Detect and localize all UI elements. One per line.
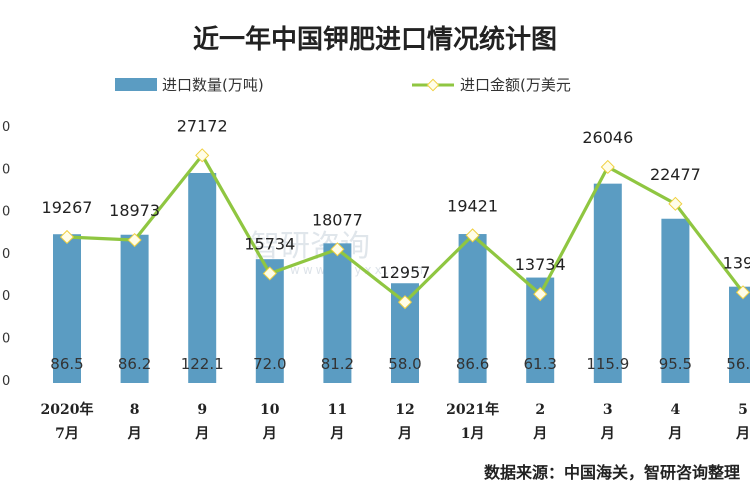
x-tick-label-line1: 12 bbox=[395, 402, 414, 418]
bar bbox=[323, 243, 352, 383]
x-tick-label-line2: 月 bbox=[262, 426, 277, 442]
x-tick-label-line1: 5 bbox=[738, 402, 748, 418]
x-tick-label-line1: 4 bbox=[671, 402, 681, 418]
bar-value-label: 95.5 bbox=[659, 355, 692, 373]
line-value-label: 18973 bbox=[109, 201, 160, 220]
bar-value-label: 61.3 bbox=[523, 355, 556, 373]
bar-value-label: 72.0 bbox=[253, 355, 286, 373]
bar-value-label: 56.0 bbox=[726, 355, 750, 373]
legend-bar-label: 进口数量(万吨) bbox=[162, 76, 264, 94]
x-tick-label-line1: 2021年 bbox=[446, 401, 499, 418]
x-tick-label-line2: 月 bbox=[127, 426, 142, 442]
line-point bbox=[397, 295, 413, 310]
y-tick-label: 0 bbox=[2, 120, 10, 135]
y-tick-label: 0 bbox=[2, 247, 10, 262]
line-value-label: 19421 bbox=[447, 196, 498, 215]
y-tick-label: 0 bbox=[2, 205, 10, 220]
y-tick-label: 0 bbox=[2, 332, 10, 347]
legend-line-marker bbox=[426, 78, 440, 92]
bar-value-label: 86.5 bbox=[50, 355, 83, 373]
line-point bbox=[330, 242, 345, 257]
line-point bbox=[465, 228, 480, 243]
x-tick-label-line2: 月 bbox=[532, 426, 547, 442]
x-tick-label-line1: 11 bbox=[328, 402, 347, 418]
watermark-url: www.chyxx.com bbox=[290, 263, 426, 277]
x-tick-label-line2: 月 bbox=[329, 426, 344, 442]
legend-line-label: 进口金额(万美元 bbox=[460, 76, 571, 94]
x-tick-label-line1: 10 bbox=[260, 402, 280, 418]
y-tick-label: 0 bbox=[2, 289, 10, 304]
x-tick-label-line2: 月 bbox=[194, 426, 209, 442]
chart-title: 近一年中国钾肥进口情况统计图 bbox=[193, 24, 557, 55]
bar bbox=[729, 286, 750, 383]
line-series: 19267 18973 27172 15734 18077 12957 19421 13734… bbox=[42, 116, 750, 310]
line-value-label: 22477 bbox=[650, 165, 701, 184]
bar-value-label: 86.6 bbox=[456, 355, 489, 373]
line-point bbox=[127, 232, 142, 248]
line-point bbox=[533, 287, 548, 302]
bar bbox=[661, 218, 690, 383]
x-tick-label-line1: 8 bbox=[130, 402, 140, 418]
bar-value-label: 122.1 bbox=[181, 355, 224, 373]
x-tick-label-line2: 月 bbox=[735, 426, 750, 442]
legend: 进口数量(万吨) 进口金额(万美元 bbox=[115, 76, 571, 94]
line-point bbox=[668, 196, 683, 211]
bar-value-label: 115.9 bbox=[586, 355, 629, 373]
line-value-label: 26046 bbox=[582, 128, 633, 147]
x-tick-label-line2: 1月 bbox=[461, 426, 485, 442]
legend-bar-swatch bbox=[115, 78, 157, 91]
source-note: 数据来源：中国海关，智研咨询整理 bbox=[484, 463, 740, 482]
x-tick-label-line2: 7月 bbox=[55, 426, 79, 442]
bar bbox=[458, 234, 487, 383]
line-point bbox=[600, 159, 615, 175]
y-axis-ticks: 0 0 0 0 0 0 0 bbox=[2, 120, 10, 389]
line-value-label: 12957 bbox=[380, 263, 431, 282]
line-point bbox=[735, 285, 750, 300]
line-value-label: 15734 bbox=[244, 234, 295, 253]
x-tick-label-line1: 2020年 bbox=[41, 401, 94, 418]
line-point bbox=[195, 148, 210, 163]
x-tick-label-line1: 3 bbox=[603, 402, 613, 418]
y-tick-label: 0 bbox=[2, 162, 10, 177]
bar bbox=[188, 172, 217, 383]
bar bbox=[53, 234, 81, 383]
line-value-label: 1390 bbox=[723, 253, 750, 272]
line-value-label: 18077 bbox=[312, 210, 363, 229]
line-value-label: 13734 bbox=[515, 255, 566, 274]
bar-series: 86.5 86.2 122.1 72.0 81.2 58.0 86.6 61.3 115.9 95… bbox=[50, 172, 750, 383]
line-point bbox=[59, 229, 75, 245]
bar bbox=[120, 234, 149, 383]
x-tick-label-line2: 月 bbox=[667, 426, 682, 442]
line-value-label: 27172 bbox=[177, 116, 228, 135]
x-tick-label-line2: 月 bbox=[397, 426, 412, 442]
x-axis-labels: 2020年 7月 8 月 9 月 10 月 11 月 12 月 2021年 1月 2 月 3 月 4 月 5 月 bbox=[41, 401, 750, 442]
line-point bbox=[262, 266, 277, 281]
x-tick-label-line1: 2 bbox=[535, 402, 545, 418]
y-tick-label: 0 bbox=[2, 374, 10, 389]
x-tick-label-line1: 9 bbox=[197, 402, 207, 418]
line-value-label: 19267 bbox=[42, 198, 93, 217]
x-tick-label-line2: 月 bbox=[600, 426, 615, 442]
bar-value-label: 81.2 bbox=[321, 355, 354, 373]
bar bbox=[593, 183, 622, 383]
bar-value-label: 58.0 bbox=[388, 355, 421, 373]
bar-value-label: 86.2 bbox=[118, 355, 151, 373]
